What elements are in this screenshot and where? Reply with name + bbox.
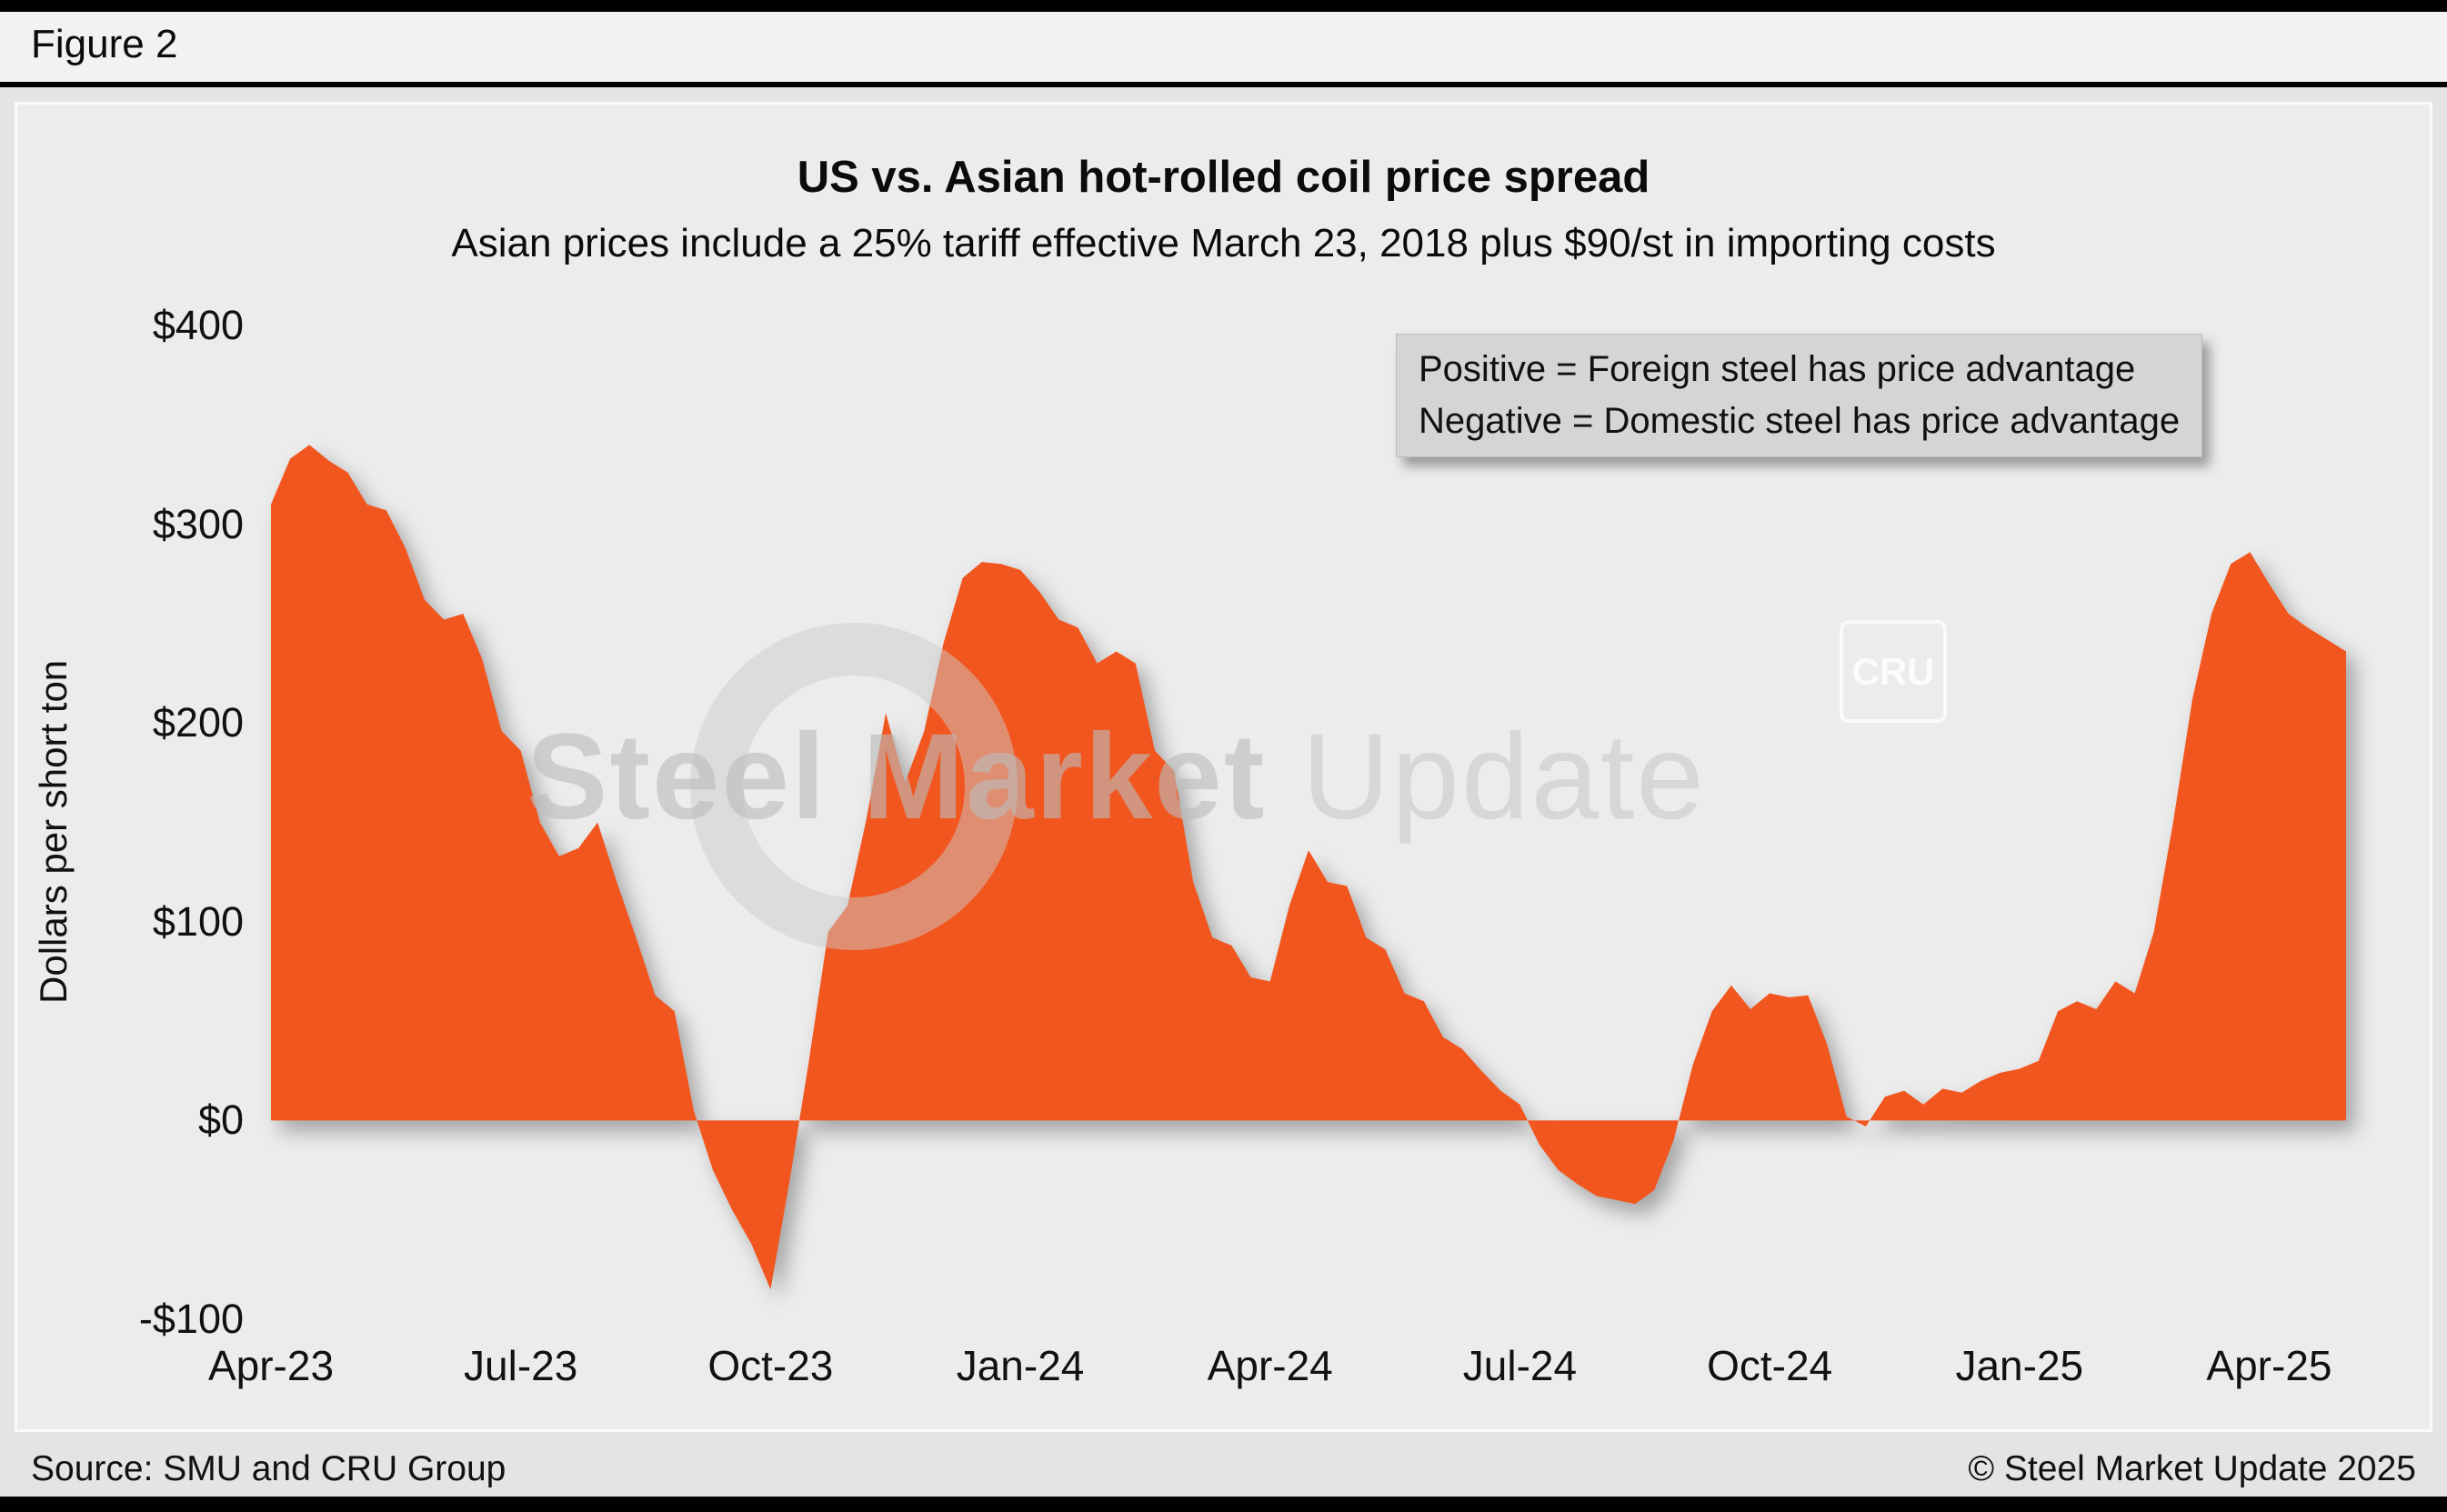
copyright-notice: © Steel Market Update 2025: [1968, 1449, 2416, 1488]
source-credit: Source: SMU and CRU Group: [31, 1449, 506, 1488]
y-tick-label: $0: [197, 1096, 244, 1144]
legend-box: Positive = Foreign steel has price advan…: [1396, 334, 2203, 457]
header-strip: [0, 12, 2447, 82]
y-tick-label: $200: [152, 699, 244, 746]
y-tick-label: -$100: [138, 1296, 244, 1342]
bottom-black-bar: [0, 1497, 2447, 1512]
x-tick-label: Jul-23: [464, 1342, 578, 1389]
y-tick-label: $300: [152, 500, 244, 547]
figure-label: Figure 2: [31, 22, 178, 66]
chart-panel: US vs. Asian hot-rolled coil price sprea…: [15, 102, 2432, 1432]
x-tick-label: Oct-23: [707, 1342, 834, 1389]
header-rule: [0, 82, 2447, 87]
x-tick-label: Apr-24: [1207, 1342, 1333, 1389]
top-black-bar: [0, 0, 2447, 12]
x-tick-label: Jan-25: [1955, 1342, 2084, 1389]
x-tick-label: Jul-24: [1462, 1342, 1578, 1389]
y-tick-label: $400: [152, 302, 244, 348]
chart-subtitle: Asian prices include a 25% tariff effect…: [451, 221, 1996, 265]
x-tick-label: Apr-23: [207, 1342, 335, 1389]
x-tick-label: Jan-24: [956, 1342, 1085, 1389]
x-tick-label: Apr-25: [2206, 1342, 2332, 1389]
legend-line-positive: Positive = Foreign steel has price advan…: [1419, 349, 2136, 389]
legend-line-negative: Negative = Domestic steel has price adva…: [1419, 401, 2181, 441]
area-chart: [271, 445, 2346, 1290]
chart-title: US vs. Asian hot-rolled coil price sprea…: [797, 153, 1650, 202]
y-axis-title: Dollars per short ton: [32, 659, 75, 1005]
x-tick-label: Oct-24: [1707, 1342, 1833, 1389]
price-spread-area: [271, 445, 2346, 1290]
y-tick-label: $100: [152, 897, 244, 945]
